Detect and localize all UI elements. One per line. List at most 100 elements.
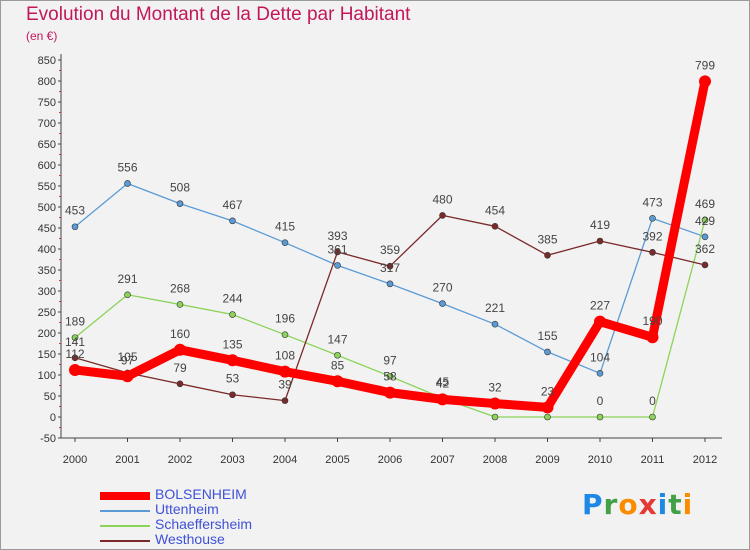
data-label: 317	[380, 261, 400, 275]
data-point	[176, 301, 184, 308]
data-label: 85	[331, 358, 345, 372]
data-point	[491, 223, 499, 230]
data-label: 361	[327, 242, 347, 256]
y-tick-label: -50	[40, 433, 56, 445]
data-point	[701, 233, 709, 241]
data-point	[491, 413, 499, 421]
legend-swatch-schaeffersheim	[100, 525, 150, 527]
y-tick-label: 800	[38, 76, 56, 88]
data-label: 556	[117, 160, 137, 174]
legend-swatch-bolsenheim	[100, 492, 150, 500]
data-point	[386, 262, 394, 270]
data-label: 104	[590, 350, 610, 364]
data-point	[176, 200, 184, 207]
data-label: 469	[695, 197, 715, 211]
data-label: 108	[275, 349, 295, 363]
y-tick-label: 350	[38, 265, 56, 277]
data-label: 359	[380, 243, 400, 257]
x-tick-label: 2007	[430, 454, 454, 466]
y-tick-label: 0	[50, 412, 56, 424]
data-label: 227	[590, 299, 610, 313]
data-point	[226, 354, 239, 367]
data-point	[124, 180, 131, 187]
data-label: 79	[173, 361, 187, 375]
data-point	[439, 212, 446, 219]
data-point	[334, 262, 341, 269]
data-point	[649, 249, 656, 256]
data-point	[334, 351, 341, 359]
data-point	[491, 320, 499, 328]
x-tick-label: 2011	[641, 454, 665, 466]
data-point	[701, 261, 709, 269]
data-label: 362	[695, 242, 715, 256]
data-point	[281, 397, 289, 404]
data-point	[71, 223, 79, 231]
data-point	[489, 397, 501, 410]
data-point	[439, 300, 446, 307]
data-point	[436, 393, 449, 406]
y-tick-label: 400	[38, 244, 56, 256]
data-label: 473	[642, 195, 662, 209]
data-label: 42	[436, 376, 450, 390]
data-point	[229, 217, 236, 225]
data-point	[174, 343, 186, 356]
logo-letter: i	[682, 488, 694, 521]
data-label: 392	[642, 229, 662, 243]
data-point	[596, 370, 604, 377]
data-label: 270	[432, 281, 452, 295]
chart-title: Evolution du Montant de la Dette par Hab…	[26, 4, 411, 25]
x-tick-label: 2009	[535, 454, 559, 466]
logo-letter: o	[618, 488, 639, 521]
logo-letter: x	[638, 488, 658, 521]
logo-letter: i	[657, 488, 669, 521]
data-label: 53	[226, 372, 240, 386]
logo-letter: P	[582, 488, 604, 521]
data-label: 480	[432, 192, 452, 206]
data-point	[544, 348, 551, 356]
data-label: 799	[695, 58, 715, 72]
data-label: 190	[642, 314, 662, 328]
data-label: 97	[383, 353, 397, 367]
data-label: 0	[597, 394, 604, 408]
logo-letter: t	[668, 488, 683, 521]
y-tick-label: 600	[38, 160, 56, 172]
y-tick-label: 500	[38, 202, 56, 214]
data-label: 454	[485, 203, 505, 217]
data-label: 415	[275, 220, 295, 234]
data-label: 135	[222, 337, 242, 351]
data-point	[384, 386, 396, 399]
data-label: 508	[170, 181, 190, 195]
data-point	[649, 413, 656, 421]
data-label: 160	[170, 327, 190, 341]
data-label: 453	[65, 204, 85, 218]
data-point	[279, 365, 291, 378]
data-point	[71, 334, 79, 341]
data-label: 291	[117, 272, 137, 286]
data-label: 221	[485, 301, 505, 315]
x-tick-label: 2002	[168, 454, 192, 466]
data-label: 393	[327, 229, 347, 243]
data-point	[121, 370, 134, 383]
data-point	[544, 413, 551, 421]
data-label: 112	[65, 347, 84, 361]
data-point	[124, 291, 131, 299]
y-tick-label: 200	[38, 328, 56, 340]
data-point	[386, 280, 394, 288]
y-tick-label: 150	[38, 349, 56, 361]
data-point	[649, 215, 656, 222]
y-tick-label: 100	[38, 370, 56, 382]
legend-label-schaeffersheim: Schaeffersheim	[155, 516, 253, 532]
data-label: 155	[537, 329, 557, 343]
data-label: 39	[278, 378, 292, 392]
x-tick-label: 2004	[273, 454, 297, 466]
data-point	[646, 331, 659, 344]
y-tick-label: 300	[38, 286, 56, 298]
y-tick-label: 450	[38, 223, 56, 235]
data-label: 385	[537, 232, 557, 246]
data-label: 32	[488, 381, 502, 395]
data-point	[596, 413, 604, 421]
data-point	[701, 216, 709, 224]
data-label: 244	[222, 292, 242, 306]
legend-label-bolsenheim: BOLSENHEIM	[155, 486, 247, 502]
